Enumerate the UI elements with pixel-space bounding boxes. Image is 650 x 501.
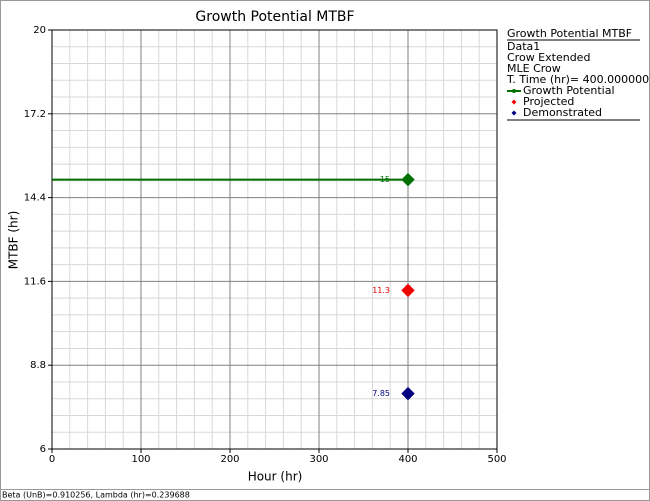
y-tick-label: 6	[40, 444, 46, 455]
data-label: 7.85	[372, 389, 390, 398]
y-tick-label: 17.2	[24, 109, 46, 120]
legend-label: Projected	[523, 95, 574, 108]
x-tick-label: 500	[487, 454, 506, 465]
x-tick-label: 200	[220, 454, 239, 465]
y-tick-label: 20	[33, 25, 46, 36]
grid: 0 100 200 300 400 500 6 8.8 11.6 14.4 17.2 20	[24, 25, 507, 465]
point-marker	[401, 283, 415, 298]
data-label: 15	[380, 175, 390, 184]
x-tick-label: 400	[398, 454, 417, 465]
legend-label: Growth Potential	[523, 84, 615, 97]
x-tick-label: 100	[131, 454, 150, 465]
legend-swatch	[512, 89, 516, 93]
plot-area	[52, 30, 497, 449]
legend-info: T. Time (hr)= 400.000000	[506, 73, 649, 86]
plot-frame	[51, 29, 498, 450]
y-tick-label: 8.8	[30, 360, 46, 371]
x-tick-label: 300	[309, 454, 328, 465]
legend-info: Crow Extended	[507, 51, 590, 64]
legend-label: Demonstrated	[523, 106, 602, 119]
x-axis-label: Hour (hr)	[248, 470, 303, 484]
footer-text: Beta (UnB)=0.910256, Lambda (hr)=0.23968…	[2, 491, 190, 500]
plot-marks: 15 11.3 7.85	[52, 172, 415, 401]
legend-info: Data1	[507, 40, 540, 53]
y-axis-label: MTBF (hr)	[7, 211, 21, 270]
point-marker	[401, 172, 415, 187]
legend-info: MLE Crow	[507, 62, 561, 75]
data-label: 11.3	[372, 286, 390, 295]
legend-title: Growth Potential MTBF	[507, 27, 632, 40]
legend-swatch	[511, 99, 517, 105]
point-marker	[401, 386, 415, 401]
legend-swatch	[511, 110, 517, 116]
chart-title: Growth Potential MTBF	[195, 9, 354, 25]
y-tick-label: 14.4	[24, 193, 46, 204]
y-tick-label: 11.6	[24, 276, 46, 287]
x-tick-label: 0	[49, 454, 55, 465]
